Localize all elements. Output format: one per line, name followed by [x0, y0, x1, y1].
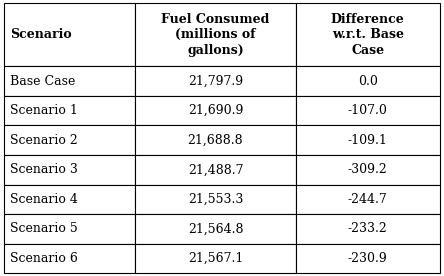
Text: 21,690.9: 21,690.9	[188, 104, 243, 117]
Text: Difference
w.r.t. Base
Case: Difference w.r.t. Base Case	[331, 12, 404, 57]
Bar	[4, 96, 135, 125]
Bar	[296, 185, 440, 214]
Text: 21,564.8: 21,564.8	[188, 222, 243, 235]
Bar	[4, 125, 135, 155]
Text: -107.0: -107.0	[348, 104, 388, 117]
Text: 21,553.3: 21,553.3	[188, 193, 243, 206]
Text: Fuel Consumed
(millions of
gallons): Fuel Consumed (millions of gallons)	[161, 12, 270, 57]
Bar	[296, 244, 440, 273]
Text: Scenario 2: Scenario 2	[10, 134, 78, 147]
Bar	[4, 155, 135, 185]
Bar	[135, 155, 296, 185]
Text: -109.1: -109.1	[348, 134, 388, 147]
Text: Scenario 1: Scenario 1	[10, 104, 78, 117]
Bar	[135, 185, 296, 214]
Text: -244.7: -244.7	[348, 193, 388, 206]
Bar	[135, 66, 296, 96]
Text: -309.2: -309.2	[348, 163, 388, 176]
Bar	[296, 96, 440, 125]
Bar	[135, 214, 296, 244]
Text: Scenario 4: Scenario 4	[10, 193, 78, 206]
Text: 21,797.9: 21,797.9	[188, 75, 243, 87]
Text: 21,488.7: 21,488.7	[188, 163, 243, 176]
Text: Scenario 3: Scenario 3	[10, 163, 78, 176]
Bar	[4, 244, 135, 273]
Bar	[4, 214, 135, 244]
Bar	[4, 66, 135, 96]
Text: 0.0: 0.0	[358, 75, 378, 87]
Text: Base Case: Base Case	[10, 75, 75, 87]
Bar	[4, 185, 135, 214]
Bar	[135, 96, 296, 125]
Bar	[4, 3, 135, 66]
Bar	[135, 125, 296, 155]
Text: -233.2: -233.2	[348, 222, 388, 235]
Bar	[296, 214, 440, 244]
Text: Scenario 6: Scenario 6	[10, 252, 78, 265]
Text: Scenario: Scenario	[10, 28, 71, 41]
Text: 21,567.1: 21,567.1	[188, 252, 243, 265]
Text: -230.9: -230.9	[348, 252, 388, 265]
Bar	[296, 155, 440, 185]
Bar	[135, 3, 296, 66]
Bar	[296, 3, 440, 66]
Bar	[296, 66, 440, 96]
Text: Scenario 5: Scenario 5	[10, 222, 78, 235]
Bar	[135, 244, 296, 273]
Text: 21,688.8: 21,688.8	[188, 134, 243, 147]
Bar	[296, 125, 440, 155]
